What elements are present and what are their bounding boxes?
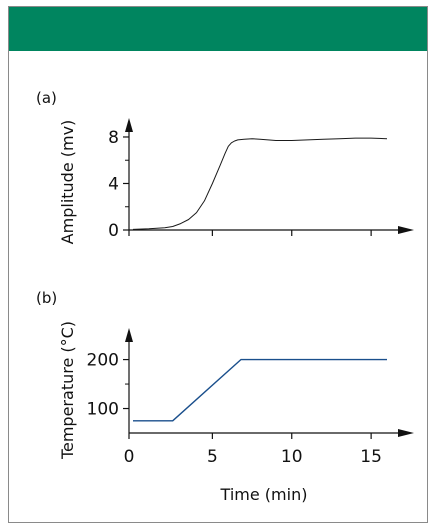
x-axis-arrow: [398, 226, 414, 234]
series-line: [132, 137, 388, 230]
panel-b: (b) Temperature (°C) Time (min) 100 200 0 5…: [36, 289, 414, 504]
panel-a-ylabel: Amplitude (mv): [58, 120, 77, 245]
series-line: [133, 358, 387, 422]
panel-a-label: (a): [36, 89, 57, 107]
panel-b-label: (b): [36, 289, 57, 307]
y-tick-label: 0: [108, 221, 119, 241]
header-band: [9, 7, 427, 51]
x-tick-label: 0: [124, 447, 135, 467]
x-tick-label: 10: [281, 447, 303, 467]
y-tick-label: 200: [87, 351, 119, 371]
panel-b-xlabel: Time (min): [220, 485, 308, 504]
panel-b-ylabel: Temperature (°C): [58, 321, 77, 460]
y-axis-arrow: [125, 328, 133, 342]
y-tick-label: 8: [108, 128, 119, 148]
figure-frame: [8, 6, 428, 523]
x-tick-label: 15: [360, 447, 382, 467]
y-tick-label: 4: [108, 174, 119, 194]
y-tick-label: 100: [87, 400, 119, 420]
x-tick-label: 5: [207, 447, 218, 467]
y-axis-arrow: [125, 118, 133, 132]
panel-a: (a) Amplitude (mv) 0 4 8: [36, 89, 414, 244]
x-axis-arrow: [398, 429, 414, 437]
